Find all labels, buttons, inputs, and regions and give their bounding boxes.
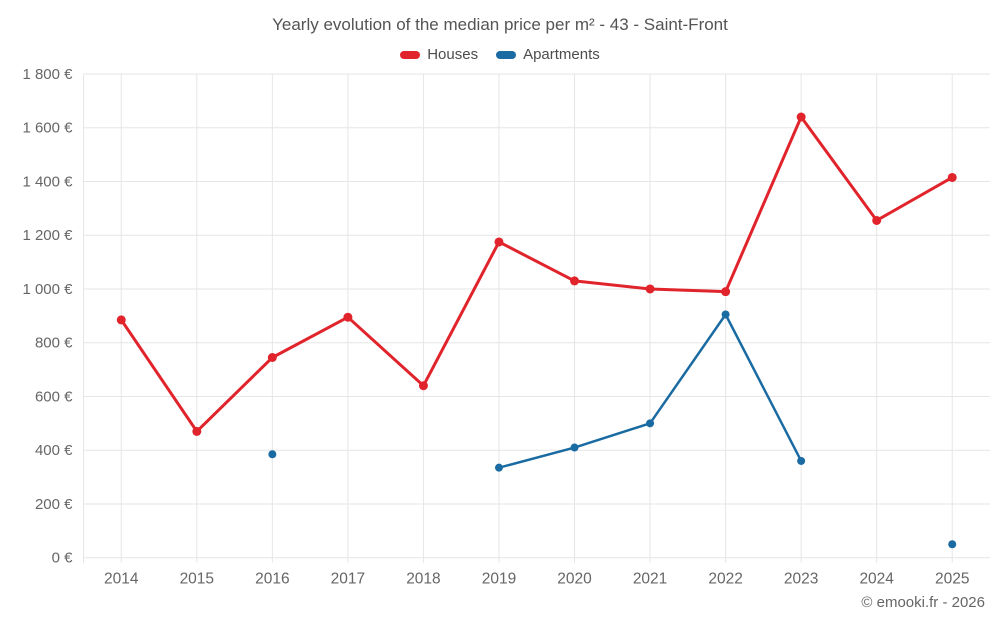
x-tick-label: 2023 — [784, 571, 818, 588]
houses-swatch-icon — [400, 50, 421, 59]
marker-houses-2018[interactable] — [418, 381, 428, 391]
y-tick-label: 800 € — [35, 335, 73, 352]
legend-label-apartments: Apartments — [523, 46, 600, 63]
marker-apartments-2016[interactable] — [268, 450, 277, 459]
x-tick-label: 2024 — [859, 571, 894, 588]
marker-houses-2023[interactable] — [796, 112, 806, 122]
x-tick-label: 2022 — [708, 571, 742, 588]
x-tick-label: 2014 — [104, 571, 139, 588]
y-tick-label: 1 600 € — [22, 120, 73, 137]
y-tick-label: 400 € — [35, 442, 73, 459]
x-tick-label: 2025 — [935, 571, 969, 588]
marker-apartments-2022[interactable] — [721, 310, 730, 319]
y-tick-label: 200 € — [35, 496, 73, 513]
legend-label-houses: Houses — [427, 46, 479, 63]
series-houses-line — [119, 115, 954, 433]
y-tick-label: 1 400 € — [22, 173, 73, 190]
marker-houses-2020[interactable] — [570, 276, 580, 286]
x-tick-label: 2019 — [482, 571, 516, 588]
legend: Houses Apartments — [0, 46, 1000, 63]
marker-houses-2025[interactable] — [947, 172, 957, 182]
x-tick-label: 2015 — [180, 571, 214, 588]
marker-houses-2017[interactable] — [343, 312, 353, 322]
legend-item-houses[interactable]: Houses — [400, 46, 478, 63]
marker-houses-2014[interactable] — [116, 315, 126, 325]
marker-houses-2016[interactable] — [267, 353, 277, 363]
x-tick-label: 2016 — [255, 571, 289, 588]
x-tick-label: 2017 — [331, 571, 365, 588]
x-tick-label: 2020 — [557, 571, 592, 588]
marker-houses-2022[interactable] — [721, 287, 731, 297]
y-tick-label: 1 800 € — [22, 66, 73, 83]
y-tick-label: 1 000 € — [22, 281, 73, 298]
marker-houses-2019[interactable] — [494, 237, 504, 247]
x-tick-label: 2018 — [406, 571, 440, 588]
marker-apartments-2019[interactable] — [494, 463, 503, 472]
y-tick-label: 600 € — [35, 388, 73, 405]
y-tick-label: 1 200 € — [22, 227, 73, 244]
apartments-swatch-icon — [496, 50, 517, 59]
legend-item-apartments[interactable]: Apartments — [496, 46, 600, 63]
marker-apartments-2023[interactable] — [797, 456, 806, 465]
marker-apartments-2025[interactable] — [948, 540, 957, 549]
marker-houses-2015[interactable] — [192, 426, 202, 436]
marker-apartments-2020[interactable] — [570, 443, 579, 452]
marker-apartments-2021[interactable] — [646, 419, 655, 428]
marker-houses-2021[interactable] — [645, 284, 655, 294]
x-tick-label: 2021 — [633, 571, 667, 588]
marker-houses-2024[interactable] — [872, 215, 882, 225]
y-tick-label: 0 € — [52, 550, 74, 567]
footer-credit: © emooki.fr - 2026 — [861, 594, 985, 611]
chart-title: Yearly evolution of the median price per… — [272, 15, 728, 34]
